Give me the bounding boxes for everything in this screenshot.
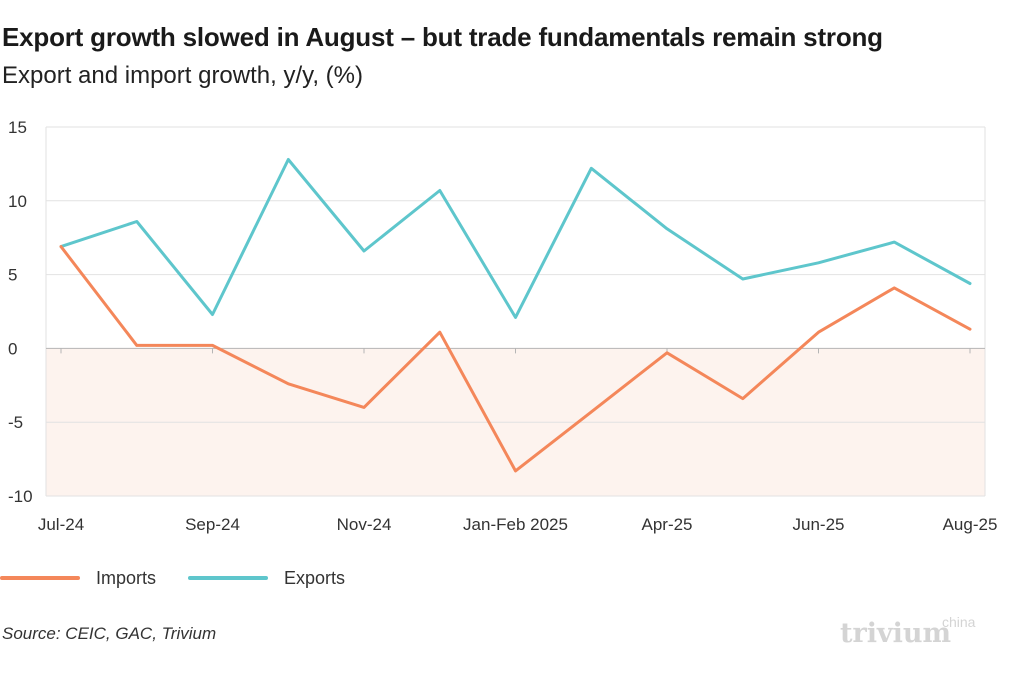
x-tick-label: Jan-Feb 2025 <box>463 515 568 534</box>
y-tick-label: -5 <box>8 413 23 432</box>
legend-label-exports: Exports <box>284 568 346 588</box>
x-tick-label: Aug-25 <box>943 515 998 534</box>
chart-subtitle: Export and import growth, y/y, (%) <box>2 62 364 89</box>
x-tick-label: Nov-24 <box>337 515 392 534</box>
x-tick-label: Apr-25 <box>641 515 692 534</box>
trivium-china-logo: trivium china <box>840 614 990 654</box>
source-note: Source: CEIC, GAC, Trivium <box>2 624 217 643</box>
chart-title: Export growth slowed in August – but tra… <box>2 22 883 52</box>
series-line-imports <box>59 245 972 473</box>
legend-label-imports: Imports <box>96 568 157 588</box>
y-tick-label: -10 <box>8 487 33 506</box>
logo-superscript: china <box>942 614 976 630</box>
series-line-exports <box>59 158 972 319</box>
logo-wordmark: trivium <box>840 618 952 649</box>
y-tick-label: 10 <box>8 192 27 211</box>
y-tick-label: 5 <box>8 266 17 285</box>
y-tick-label: 0 <box>8 339 17 358</box>
legend-swatch-exports <box>188 576 268 580</box>
x-tick-label: Jul-24 <box>38 515 84 534</box>
x-tick-label: Sep-24 <box>185 515 240 534</box>
x-tick-label: Jun-25 <box>793 515 845 534</box>
y-tick-label: 15 <box>8 118 27 137</box>
legend-swatch-imports <box>0 576 80 580</box>
